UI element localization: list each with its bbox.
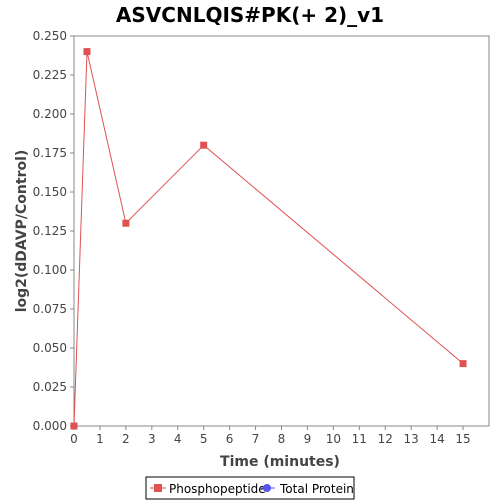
y-tick-label: 0.100 [33,263,67,277]
x-tick-label: 14 [429,432,444,446]
chart-title: ASVCNLQIS#PK(+ 2)_v1 [116,3,384,27]
data-point-phosphopeptide [200,141,208,149]
x-tick-label: 9 [304,432,312,446]
y-axis-label: log2(dDAVP/Control) [14,150,30,313]
y-tick-label: 0.200 [33,107,67,121]
x-tick-label: 13 [404,432,419,446]
data-point-phosphopeptide [70,422,78,430]
x-tick-label: 2 [122,432,130,446]
legend-label-total-protein: Total Protein [279,482,354,496]
legend-marker-total-protein [263,484,271,492]
y-tick-label: 0.125 [33,224,67,238]
y-axis: 0.000 0.025 0.050 0.075 0.100 0.125 0.150 0.175… [33,29,74,433]
y-tick-label: 0.050 [33,341,67,355]
legend-marker-phosphopeptide [154,484,162,492]
y-tick-label: 0.250 [33,29,67,43]
y-tick-label: 0.150 [33,185,67,199]
x-tick-label: 15 [455,432,470,446]
legend: Phosphopeptide Total Protein [145,476,355,500]
x-axis: 0 1 2 3 4 5 6 7 8 9 10 11 12 13 14 15 [70,426,471,446]
x-tick-label: 12 [378,432,393,446]
x-tick-label: 7 [252,432,260,446]
x-tick-label: 5 [200,432,208,446]
data-point-phosphopeptide [122,219,130,227]
x-tick-label: 3 [148,432,156,446]
data-point-phosphopeptide [459,360,467,368]
x-tick-label: 1 [96,432,104,446]
x-tick-label: 6 [226,432,234,446]
x-tick-label: 10 [326,432,341,446]
legend-label-phosphopeptide: Phosphopeptide [169,482,266,496]
plot-area [73,35,490,427]
y-tick-label: 0.025 [33,380,67,394]
y-tick-label: 0.225 [33,68,67,82]
x-tick-label: 0 [70,432,78,446]
data-point-phosphopeptide [83,48,91,56]
x-tick-label: 8 [278,432,286,446]
x-tick-label: 11 [352,432,367,446]
y-tick-label: 0.075 [33,302,67,316]
x-tick-label: 4 [174,432,182,446]
x-axis-label: Time (minutes) [220,454,340,470]
y-tick-label: 0.000 [33,419,67,433]
series-layer [70,48,467,430]
y-tick-label: 0.175 [33,146,67,160]
legend-box [145,476,355,500]
